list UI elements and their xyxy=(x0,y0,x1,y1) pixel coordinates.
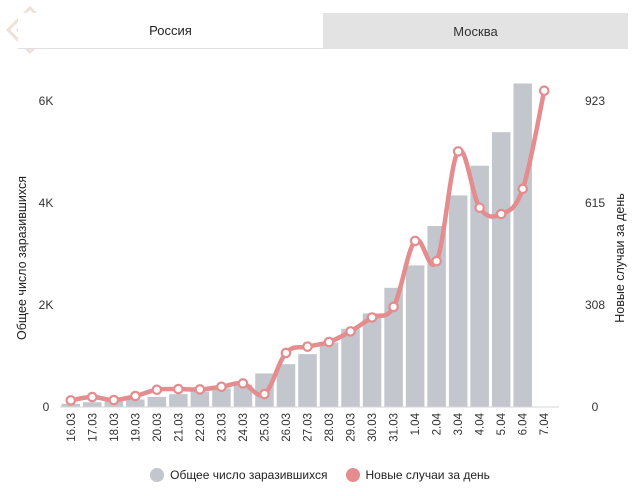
bar-4.04[interactable] xyxy=(470,165,489,407)
x-tick-label: 25.03 xyxy=(259,413,271,442)
point-4.04[interactable] xyxy=(474,202,485,214)
bar-29.03[interactable] xyxy=(341,328,360,407)
point-31.03[interactable] xyxy=(388,301,399,313)
axis-layer: 0 2K 4K 6K 0 308 615 923 16.03 17.03 18.03 19.03 20.… xyxy=(15,94,627,442)
right-tick-label: 923 xyxy=(585,94,605,108)
bar-23.03[interactable] xyxy=(212,388,231,407)
x-tick-label: 4.04 xyxy=(475,412,487,435)
x-tick-label: 19.03 xyxy=(130,413,142,442)
legend-dot-bars-icon xyxy=(150,468,165,482)
point-29.03[interactable] xyxy=(345,326,356,337)
point-21.03[interactable] xyxy=(173,383,184,395)
bar-19.03[interactable] xyxy=(126,399,145,407)
point-27.03[interactable] xyxy=(302,341,313,352)
left-tick-label: 6K xyxy=(39,94,54,108)
tab-russia[interactable]: Россия xyxy=(18,13,323,49)
left-axis-title: Общее число заразившихся xyxy=(15,176,29,340)
bar-21.03[interactable] xyxy=(169,394,188,407)
x-tick-label: 23.03 xyxy=(216,413,228,442)
x-tick-label: 24.03 xyxy=(238,413,250,442)
x-tick-label: 7.04 xyxy=(539,412,551,435)
point-23.03[interactable] xyxy=(216,381,227,393)
bar-24.03[interactable] xyxy=(233,384,253,407)
bar-2.04[interactable] xyxy=(427,226,446,407)
left-tick-label: 4K xyxy=(39,196,54,210)
x-tick-label: 17.03 xyxy=(87,413,99,442)
point-5.04[interactable] xyxy=(495,208,507,220)
x-tick-label: 16.03 xyxy=(66,413,78,442)
tab-moscow[interactable]: Москва xyxy=(323,13,628,49)
point-28.03[interactable] xyxy=(323,336,335,348)
bar-30.03[interactable] xyxy=(362,313,382,407)
x-tick-label: 30.03 xyxy=(367,413,379,442)
bar-1.04[interactable] xyxy=(405,265,425,407)
x-tick-label: 5.04 xyxy=(496,412,508,435)
line-layer xyxy=(65,85,550,406)
legend-label-new: Новые случаи за день xyxy=(365,468,490,482)
point-20.03[interactable] xyxy=(151,384,163,396)
bar-17.03[interactable] xyxy=(83,402,102,407)
x-tick-label: 22.03 xyxy=(195,413,207,442)
x-tick-label: 26.03 xyxy=(281,413,293,442)
x-tick-label: 28.03 xyxy=(324,413,336,442)
x-tick-label: 1.04 xyxy=(410,412,422,435)
bar-31.03[interactable] xyxy=(384,287,403,407)
point-3.04[interactable] xyxy=(452,146,464,157)
point-17.03[interactable] xyxy=(86,391,98,403)
point-30.03[interactable] xyxy=(366,312,378,323)
bar-28.03[interactable] xyxy=(319,342,339,407)
x-tick-label: 27.03 xyxy=(303,413,315,442)
right-tick-label: 0 xyxy=(592,400,599,414)
point-18.03[interactable] xyxy=(108,394,120,406)
point-26.03[interactable] xyxy=(280,347,292,359)
x-tick-label: 3.04 xyxy=(453,412,465,435)
point-2.04[interactable] xyxy=(431,255,442,267)
bars-layer xyxy=(61,83,532,407)
region-tabs: Россия Москва xyxy=(18,13,628,49)
x-tick-label: 2.04 xyxy=(432,412,444,435)
x-tick-label: 21.03 xyxy=(173,413,185,442)
legend-dot-line-icon xyxy=(345,468,360,482)
right-tick-label: 615 xyxy=(585,196,605,210)
point-24.03[interactable] xyxy=(237,378,249,389)
point-6.04[interactable] xyxy=(517,183,529,195)
point-1.04[interactable] xyxy=(409,235,421,247)
legend-label-total: Общее число заразившихся xyxy=(170,468,328,482)
x-tick-label: 31.03 xyxy=(389,413,401,442)
point-16.03[interactable] xyxy=(65,395,77,406)
bar-27.03[interactable] xyxy=(298,354,317,407)
x-tick-label: 20.03 xyxy=(152,413,164,442)
point-7.04[interactable] xyxy=(538,85,550,97)
chart-legend: Общее число заразившихся Новые случаи за… xyxy=(0,468,640,482)
right-axis-title: Новые случаи за день xyxy=(613,193,627,323)
right-tick-label: 308 xyxy=(585,298,605,312)
bar-5.04[interactable] xyxy=(491,132,511,407)
bar-22.03[interactable] xyxy=(190,391,210,407)
left-tick-label: 0 xyxy=(43,400,50,414)
legend-item-total[interactable]: Общее число заразившихся xyxy=(150,468,328,482)
x-tick-label: 29.03 xyxy=(346,413,358,442)
bar-20.03[interactable] xyxy=(147,396,167,407)
bar-26.03[interactable] xyxy=(276,364,296,407)
point-19.03[interactable] xyxy=(130,390,141,402)
point-22.03[interactable] xyxy=(194,384,206,395)
x-tick-label: 18.03 xyxy=(109,413,121,442)
bar-6.04[interactable] xyxy=(513,83,532,407)
bar-3.04[interactable] xyxy=(448,195,468,407)
legend-item-new[interactable]: Новые случаи за день xyxy=(345,468,490,482)
x-tick-label: 6.04 xyxy=(518,412,530,435)
left-tick-label: 2K xyxy=(39,298,54,312)
point-25.03[interactable] xyxy=(259,388,270,400)
